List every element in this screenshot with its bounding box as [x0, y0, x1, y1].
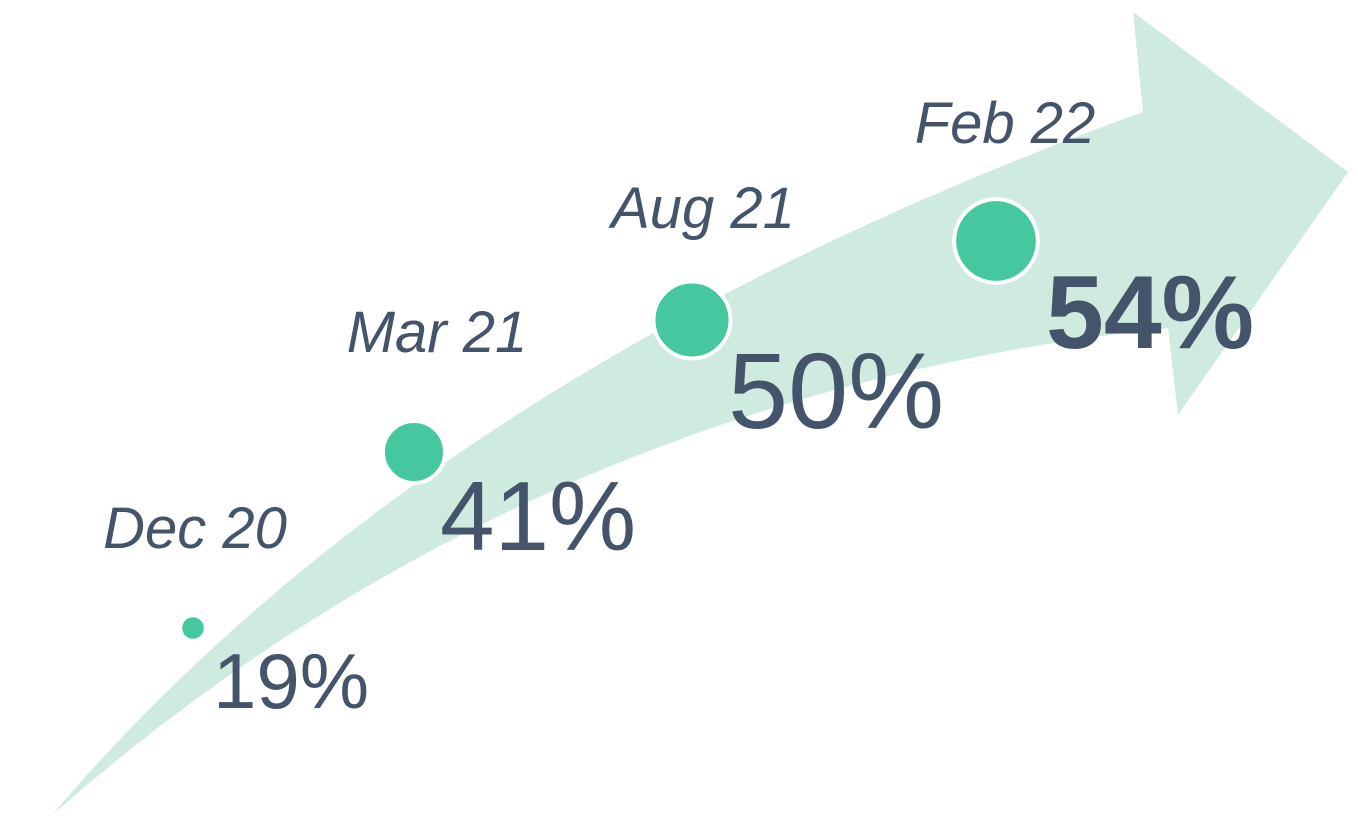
- value-label: 50%: [728, 330, 944, 451]
- value-label: 54%: [1046, 255, 1254, 371]
- date-label: Mar 21: [347, 300, 528, 365]
- point: [952, 197, 1040, 285]
- value-label: 19%: [213, 637, 369, 725]
- point: [380, 418, 448, 486]
- value-label: 41%: [440, 461, 636, 571]
- date-label: Dec 20: [103, 496, 287, 561]
- date-label: Aug 21: [608, 176, 795, 241]
- point: [178, 613, 208, 643]
- date-label: Feb 22: [915, 91, 1096, 156]
- point: [651, 279, 733, 361]
